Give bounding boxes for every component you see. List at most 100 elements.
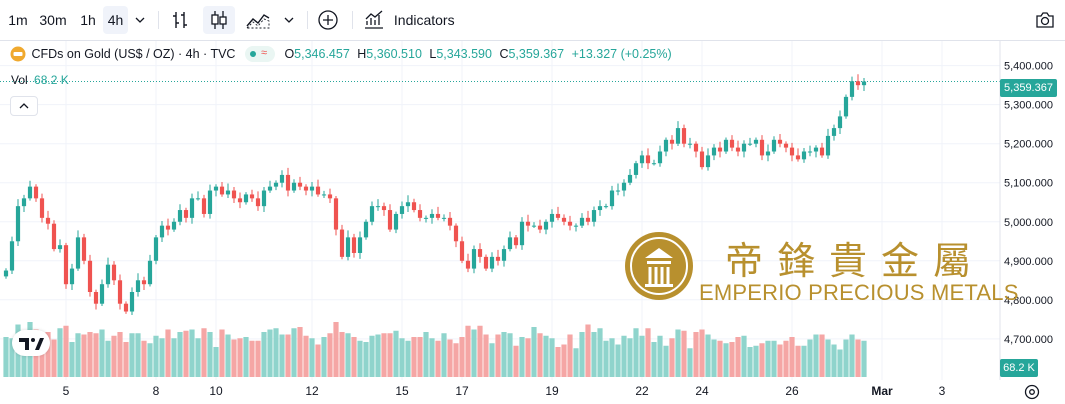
interval-1m-button[interactable]: 1m xyxy=(8,12,28,28)
volume-bar xyxy=(657,335,663,377)
volume-bar xyxy=(387,333,393,377)
collapse-legend-button[interactable] xyxy=(10,96,38,116)
tradingview-logo-icon xyxy=(19,338,44,350)
volume-bar xyxy=(177,332,183,377)
candle-body xyxy=(417,210,423,218)
volume-bar xyxy=(285,334,291,377)
volume-bar xyxy=(405,340,411,377)
volume-bar xyxy=(231,339,237,377)
brand-english-name: EMPERIO PRECIOUS METALS xyxy=(699,280,1019,305)
price-axis[interactable]: 5,400.000 5,300.000 5,200.000 5,100.000 5,00… xyxy=(1004,61,1053,346)
toolbar-divider xyxy=(307,11,308,29)
volume-bar xyxy=(609,338,615,377)
volume-legend: Vol 68.2 K xyxy=(11,73,69,87)
price-tick-label: 5,400.000 xyxy=(1004,61,1053,73)
volume-bar xyxy=(549,338,555,377)
indicators-button[interactable]: Indicators xyxy=(362,6,466,34)
volume-bar xyxy=(273,328,279,377)
volume-bar xyxy=(501,332,507,377)
volume-bar xyxy=(627,338,633,377)
candle-body xyxy=(189,198,195,218)
volume-bar xyxy=(351,337,357,377)
volume-bar xyxy=(105,340,111,377)
candle-body xyxy=(135,280,141,292)
price-chart[interactable]: 5,400.000 5,300.000 5,200.000 5,100.000 5,00… xyxy=(0,41,1065,380)
volume-bar xyxy=(195,338,201,377)
date-tick-label: 19 xyxy=(545,384,559,398)
candle-body xyxy=(729,139,735,148)
volume-bar xyxy=(327,333,333,377)
volume-bar xyxy=(111,335,117,377)
chevron-up-icon xyxy=(19,103,29,109)
volume-bar xyxy=(363,342,369,377)
interval-30m-button[interactable]: 30m xyxy=(39,12,67,28)
volume-bar xyxy=(411,337,417,377)
interval-1h-button[interactable]: 1h xyxy=(80,12,96,28)
volume-bar xyxy=(603,340,609,377)
volume-bar xyxy=(213,347,219,377)
camera-icon[interactable] xyxy=(1033,8,1057,32)
volume-bar xyxy=(69,342,75,377)
tradingview-logo[interactable] xyxy=(12,330,50,356)
volume-bar xyxy=(783,340,789,377)
candle-body xyxy=(549,213,555,222)
bar-chart-icon[interactable] xyxy=(168,8,192,32)
chevron-down-icon[interactable] xyxy=(129,8,151,32)
candle-body xyxy=(87,260,93,292)
low-label: L xyxy=(429,47,437,61)
candle-body xyxy=(429,213,435,218)
chevron-down-icon[interactable] xyxy=(278,8,300,32)
compare-add-icon[interactable] xyxy=(316,8,340,32)
volume-bar xyxy=(663,345,669,377)
volume-bar xyxy=(795,345,801,377)
volume-bar xyxy=(165,329,171,377)
volume-bar xyxy=(477,325,483,377)
close-label: C xyxy=(499,47,509,61)
volume-bar xyxy=(291,328,297,377)
candle-body xyxy=(69,268,75,285)
date-tick-label: 22 xyxy=(635,384,649,398)
chart-settings-icon[interactable] xyxy=(1023,383,1041,401)
candle-body xyxy=(567,221,573,226)
candle-body xyxy=(777,139,783,144)
candle-body xyxy=(57,245,63,250)
candle-body xyxy=(813,147,819,152)
volume-bar xyxy=(249,340,255,377)
volume-bar xyxy=(81,334,87,377)
candle-body xyxy=(435,213,441,218)
candle-body xyxy=(447,217,453,226)
candle-body xyxy=(465,260,471,269)
symbol-title[interactable]: CFDs on Gold (US$ / OZ) · 4h · TVC xyxy=(31,47,236,61)
candle-body xyxy=(471,249,477,269)
candle-body xyxy=(117,280,123,304)
candle-body xyxy=(75,237,81,269)
volume-bar xyxy=(843,339,849,377)
volume-label[interactable]: Vol xyxy=(11,73,28,87)
area-chart-icon[interactable] xyxy=(244,8,272,32)
candle-body xyxy=(597,206,603,211)
delayed-data-icon: ≈ xyxy=(260,47,267,59)
interval-4h-button[interactable]: 4h xyxy=(103,6,128,34)
candle-body xyxy=(735,147,741,152)
date-tick-label: 3 xyxy=(938,384,946,398)
candle-body xyxy=(753,139,759,144)
volume-bar xyxy=(393,330,399,377)
date-tick-label: Mar xyxy=(871,384,893,398)
time-axis[interactable]: 5 8 10 12 15 17 19 22 24 26 Mar 3 xyxy=(0,380,1000,404)
candle-body xyxy=(783,143,789,148)
candle-body xyxy=(195,198,201,200)
candlestick-icon xyxy=(211,11,227,29)
volume-bar xyxy=(495,334,501,377)
date-tick-label: 15 xyxy=(395,384,409,398)
price-tick-label: 5,300.000 xyxy=(1004,100,1053,112)
candle-body xyxy=(141,280,147,285)
candle-body xyxy=(603,206,609,208)
volume-bar xyxy=(267,329,273,377)
volume-bar xyxy=(45,332,51,377)
candle-body xyxy=(267,186,273,191)
candle-body xyxy=(93,292,99,304)
candles-button[interactable] xyxy=(203,6,235,34)
volume-bar xyxy=(789,337,795,377)
volume-bar xyxy=(435,340,441,377)
candle-body xyxy=(351,237,357,253)
